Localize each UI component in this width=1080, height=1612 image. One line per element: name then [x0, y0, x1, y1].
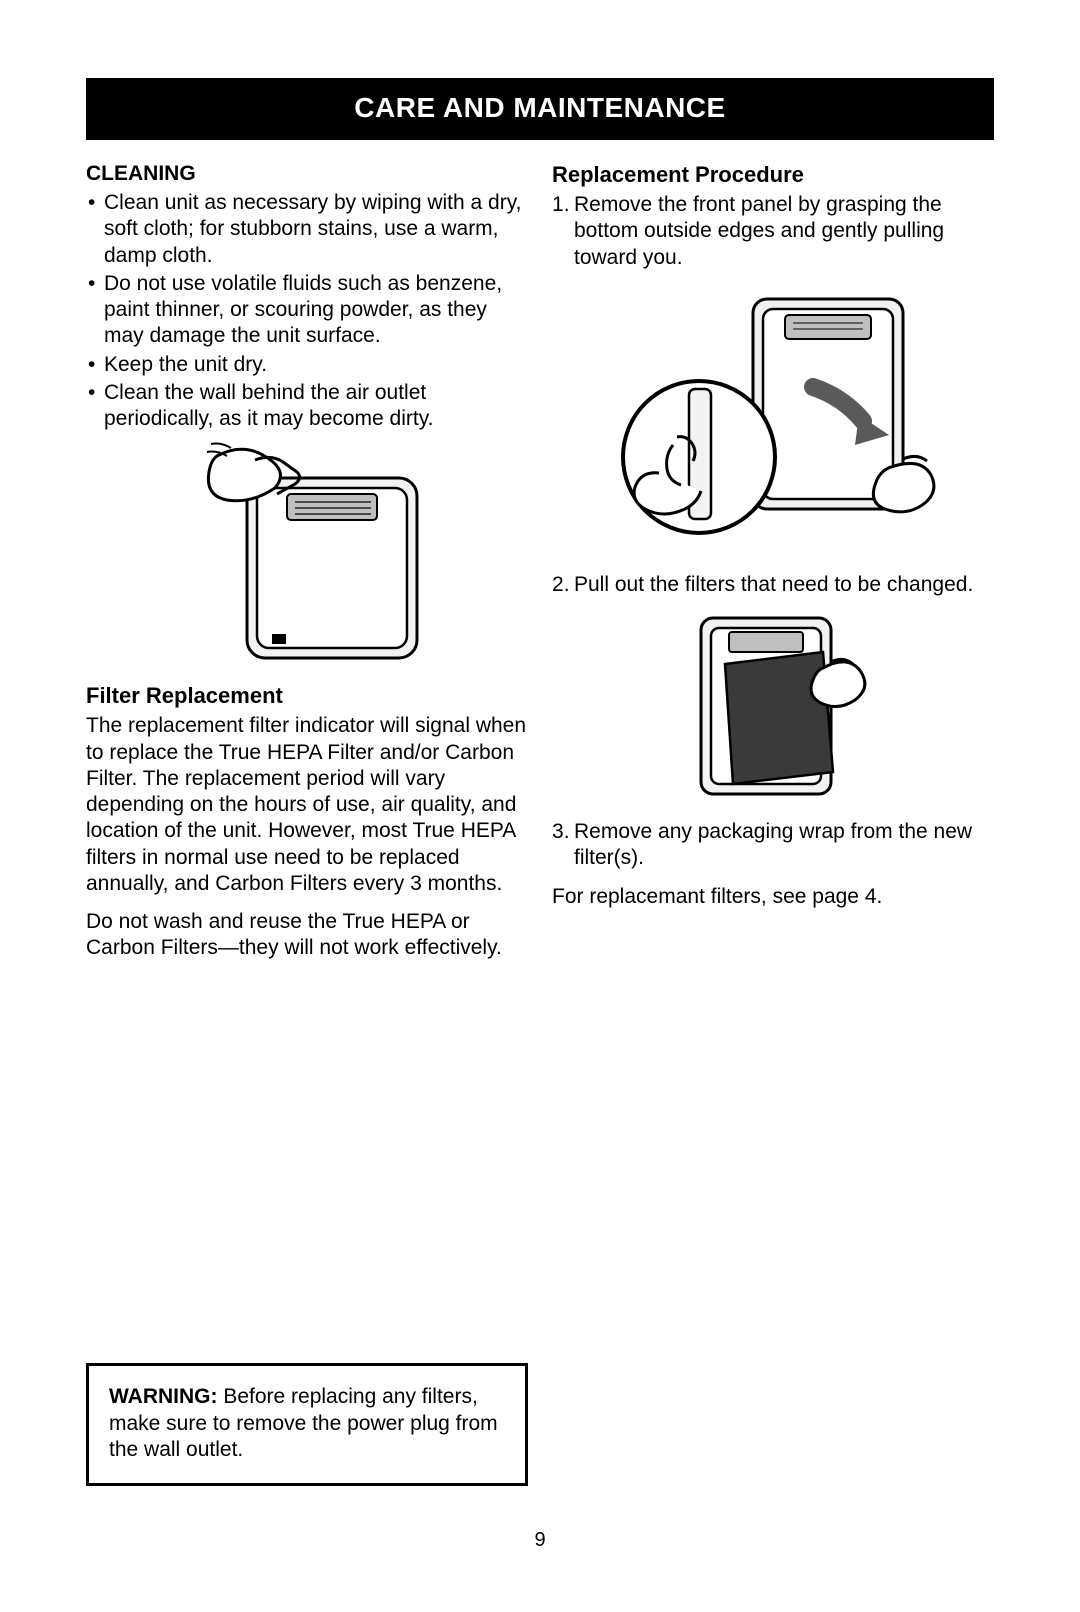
procedure-steps-3: Remove any packaging wrap from the new f… [552, 819, 994, 872]
cleaning-figure [86, 438, 528, 673]
filter-replacement-heading: Filter Replacement [86, 683, 528, 709]
replacement-procedure-heading: Replacement Procedure [552, 162, 994, 188]
section-banner: CARE AND MAINTENANCE [86, 78, 994, 140]
list-item: Clean unit as necessary by wiping with a… [86, 190, 528, 269]
see-page-note: For replacemant filters, see page 4. [552, 884, 994, 910]
list-item: Do not use volatile fluids such as benze… [86, 271, 528, 350]
pull-filter-figure [552, 604, 994, 809]
banner-title: CARE AND MAINTENANCE [354, 92, 725, 123]
remove-panel-icon [603, 277, 943, 557]
step-item: Remove any packaging wrap from the new f… [552, 819, 994, 872]
page-number: 9 [0, 1529, 1080, 1552]
procedure-steps: Remove the front panel by grasping the b… [552, 192, 994, 271]
remove-panel-figure [552, 277, 994, 562]
warning-text: WARNING: Before replacing any filters, m… [109, 1384, 505, 1463]
filter-para-2: Do not wash and reuse the True HEPA or C… [86, 909, 528, 962]
warning-box: WARNING: Before replacing any filters, m… [86, 1363, 528, 1486]
list-item: Keep the unit dry. [86, 352, 528, 378]
manual-page: CARE AND MAINTENANCE CLEANING Clean unit… [0, 0, 1080, 1612]
pull-filter-icon [673, 604, 873, 804]
list-item: Clean the wall behind the air outlet per… [86, 380, 528, 433]
procedure-steps-2: Pull out the filters that need to be cha… [552, 572, 994, 598]
warning-label: WARNING: [109, 1385, 218, 1408]
cleaning-heading: CLEANING [86, 162, 528, 186]
two-column-layout: CLEANING Clean unit as necessary by wipi… [86, 162, 994, 974]
cleaning-bullet-list: Clean unit as necessary by wiping with a… [86, 190, 528, 432]
step-item: Pull out the filters that need to be cha… [552, 572, 994, 598]
right-column: Replacement Procedure Remove the front p… [552, 162, 994, 974]
wipe-unit-icon [157, 438, 457, 668]
left-column: CLEANING Clean unit as necessary by wipi… [86, 162, 528, 974]
step-item: Remove the front panel by grasping the b… [552, 192, 994, 271]
filter-para-1: The replacement filter indicator will si… [86, 713, 528, 897]
